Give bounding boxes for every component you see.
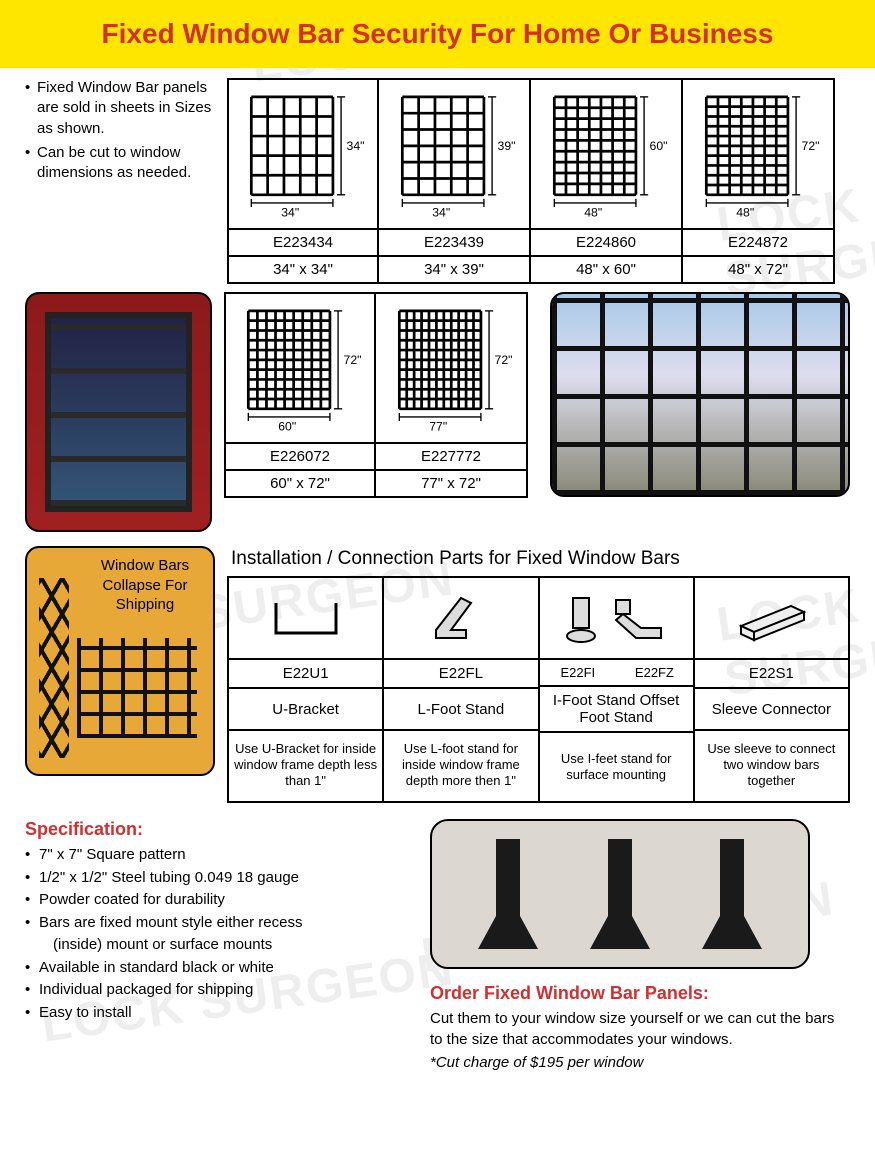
spec-item: Available in standard black or white (25, 957, 400, 980)
collapse-caption: Window Bars Collapse For Shipping (85, 556, 205, 615)
svg-text:72": 72" (344, 353, 362, 367)
part-description: Use I-feet stand for surface mounting (540, 731, 693, 801)
size-diagram: 34" 34" (229, 80, 377, 228)
size-cell: 39" 34" E223439 34" x 39" (379, 78, 531, 284)
svg-text:48": 48" (736, 206, 754, 220)
size-cell: 72" 48" E224872 48" x 72" (683, 78, 835, 284)
part-description: Use L-foot stand for inside window frame… (384, 729, 537, 799)
size-dimension: 77" x 72" (376, 469, 526, 496)
part-diagram (695, 578, 848, 658)
size-code: E223439 (379, 228, 529, 255)
bracket-icon (478, 839, 538, 949)
part-name: I-Foot Stand Offset Foot Stand (540, 685, 693, 731)
intro-bullet: Fixed Window Bar panels are sold in shee… (25, 78, 215, 139)
sizes-grid-row2: 72" 60" E226072 60" x 72" 72" 77" E227772 … (224, 292, 528, 498)
size-diagram: 72" 77" (376, 294, 526, 442)
size-code: E224872 (683, 228, 833, 255)
svg-text:34": 34" (281, 206, 299, 220)
spec-item: Powder coated for durability (25, 889, 400, 912)
size-code: E226072 (226, 442, 374, 469)
size-dimension: 34" x 34" (229, 255, 377, 282)
product-photo-red-door (25, 292, 212, 532)
specification-block: Specification: 7" x 7" Square pattern1/2… (25, 819, 400, 1073)
parts-table: E22U1 U-Bracket Use U-Bracket for inside… (227, 576, 850, 803)
collapse-shipping-photo: Window Bars Collapse For Shipping (25, 546, 215, 776)
svg-text:60": 60" (278, 420, 296, 434)
parts-section-title: Installation / Connection Parts for Fixe… (227, 546, 850, 576)
size-dimension: 48" x 60" (531, 255, 681, 282)
svg-text:34": 34" (432, 206, 450, 220)
spec-item: Individual packaged for shipping (25, 979, 400, 1002)
title-banner: Fixed Window Bar Security For Home Or Bu… (0, 0, 875, 68)
part-name: L-Foot Stand (384, 687, 537, 729)
bracket-icon (590, 839, 650, 949)
svg-text:72": 72" (495, 353, 513, 367)
sizes-grid-row1: 34" 34" E223434 34" x 34" 39" 34" E223439 … (227, 78, 850, 284)
intro-bullet: Can be cut to window dimensions as neede… (25, 143, 215, 184)
intro-text: Fixed Window Bar panels are sold in shee… (25, 78, 215, 284)
size-cell: 72" 77" E227772 77" x 72" (376, 292, 528, 498)
size-code: E224860 (531, 228, 681, 255)
parts-column: E22U1 U-Bracket Use U-Bracket for inside… (229, 578, 384, 801)
part-description: Use sleeve to connect two window bars to… (695, 729, 848, 799)
size-diagram: 72" 48" (683, 80, 833, 228)
size-code: E223434 (229, 228, 377, 255)
size-diagram: 60" 48" (531, 80, 681, 228)
spec-item: Bars are fixed mount style either recess (25, 912, 400, 935)
part-code: E22U1 (229, 658, 382, 687)
order-block: Order Fixed Window Bar Panels: Cut them … (430, 819, 850, 1073)
svg-text:34": 34" (347, 139, 365, 153)
page-title: Fixed Window Bar Security For Home Or Bu… (0, 18, 875, 50)
size-diagram: 39" 34" (379, 80, 529, 228)
spec-item: 1/2" x 1/2" Steel tubing 0.049 18 gauge (25, 867, 400, 890)
spec-item: Easy to install (25, 1002, 400, 1025)
size-dimension: 34" x 39" (379, 255, 529, 282)
size-dimension: 60" x 72" (226, 469, 374, 496)
part-code: E22FIE22FZ (540, 658, 693, 685)
part-code: E22S1 (695, 658, 848, 687)
size-dimension: 48" x 72" (683, 255, 833, 282)
size-diagram: 72" 60" (226, 294, 374, 442)
part-diagram (540, 578, 693, 658)
order-text: Cut them to your window size yourself or… (430, 1008, 850, 1050)
part-diagram (229, 578, 382, 658)
spec-heading: Specification: (25, 819, 400, 840)
svg-text:77": 77" (429, 420, 447, 434)
brackets-photo (430, 819, 810, 969)
size-cell: 60" 48" E224860 48" x 60" (531, 78, 683, 284)
parts-column: E22FIE22FZ I-Foot Stand Offset Foot Stan… (540, 578, 695, 801)
size-cell: 34" 34" E223434 34" x 34" (227, 78, 379, 284)
order-note: *Cut charge of $195 per window (430, 1052, 850, 1073)
svg-text:39": 39" (498, 139, 516, 153)
svg-text:60": 60" (650, 139, 668, 153)
part-description: Use U-Bracket for inside window frame de… (229, 729, 382, 799)
svg-text:48": 48" (584, 206, 602, 220)
part-diagram (384, 578, 537, 658)
product-photo-storefront (550, 292, 850, 497)
part-name: Sleeve Connector (695, 687, 848, 729)
svg-text:72": 72" (802, 139, 820, 153)
spec-item: 7" x 7" Square pattern (25, 844, 400, 867)
part-code: E22FL (384, 658, 537, 687)
order-heading: Order Fixed Window Bar Panels: (430, 983, 850, 1004)
size-code: E227772 (376, 442, 526, 469)
spec-item: (inside) mount or surface mounts (25, 934, 400, 957)
parts-column: E22S1 Sleeve Connector Use sleeve to con… (695, 578, 850, 801)
size-cell: 72" 60" E226072 60" x 72" (224, 292, 376, 498)
part-name: U-Bracket (229, 687, 382, 729)
parts-column: E22FL L-Foot Stand Use L-foot stand for … (384, 578, 539, 801)
bracket-icon (702, 839, 762, 949)
